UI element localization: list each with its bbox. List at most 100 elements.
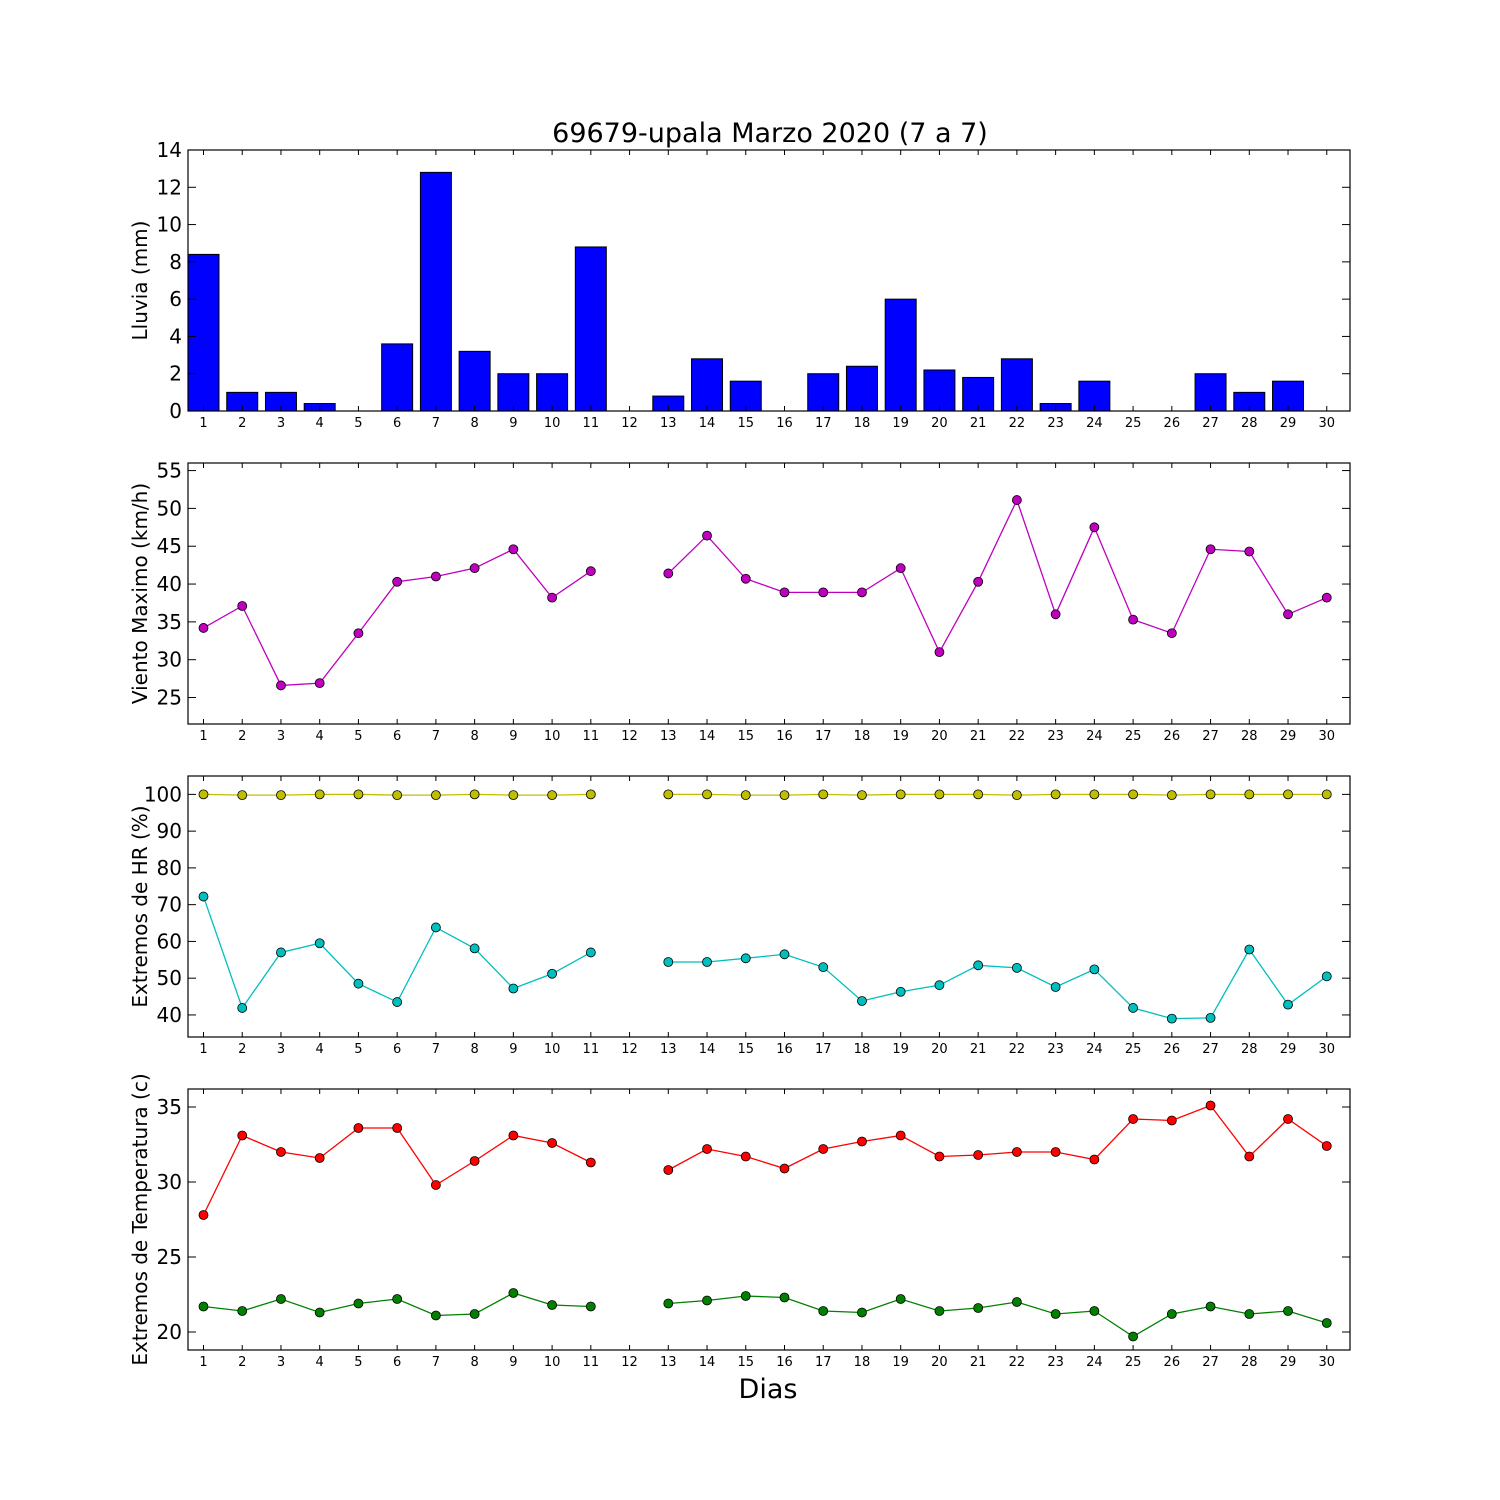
x-tick-label: 7 bbox=[432, 1042, 440, 1057]
x-tick-label: 27 bbox=[1202, 729, 1219, 744]
point-day-9 bbox=[508, 544, 519, 555]
point-day-9 bbox=[508, 983, 519, 994]
point-day-15 bbox=[740, 953, 751, 964]
x-tick-label: 22 bbox=[1009, 1042, 1026, 1057]
x-tick-label: 4 bbox=[316, 416, 324, 431]
point-day-21 bbox=[973, 960, 984, 971]
point-day-4 bbox=[314, 938, 325, 949]
y-tick-label: 2 bbox=[169, 362, 182, 386]
y-tick-label: 50 bbox=[157, 966, 182, 990]
x-tick-label: 28 bbox=[1241, 416, 1258, 431]
x-tick-label: 15 bbox=[737, 416, 754, 431]
chart-panel-2: 1 2 3 4 5 6 7 8 9 10 11 12 13 14 15 16 17 18 19 20 21 22 23 24 2… bbox=[128, 459, 1351, 744]
chart-panel-3: 1 2 3 4 5 6 7 8 9 10 11 12 13 14 15 16 17 18 19 20 21 22 23 24 2… bbox=[128, 775, 1351, 1057]
y-tick-label: 45 bbox=[157, 534, 182, 558]
y-tick-label: 25 bbox=[157, 686, 182, 710]
point-day-1 bbox=[198, 1301, 209, 1312]
point-day-17 bbox=[818, 587, 829, 598]
x-tick-label: 1 bbox=[199, 1355, 207, 1370]
point-day-16 bbox=[779, 790, 790, 801]
point-day-13 bbox=[663, 957, 674, 967]
x-tick-label: 17 bbox=[815, 416, 832, 431]
point-day-30 bbox=[1321, 1141, 1332, 1151]
plot-frame bbox=[187, 1088, 1351, 1351]
x-tick-label: 30 bbox=[1318, 1355, 1335, 1370]
point-day-29 bbox=[1283, 609, 1293, 620]
x-tick-label: 3 bbox=[277, 729, 285, 744]
x-tick-label: 27 bbox=[1202, 1042, 1219, 1057]
x-tick-label: 7 bbox=[432, 416, 440, 431]
x-tick-label: 24 bbox=[1086, 416, 1103, 431]
x-tick-label: 15 bbox=[737, 729, 754, 744]
point-day-19 bbox=[895, 1294, 906, 1304]
bar-day-6 bbox=[381, 343, 414, 412]
point-day-6 bbox=[392, 1294, 403, 1304]
x-tick-label: 2 bbox=[238, 1355, 246, 1370]
point-day-23 bbox=[1050, 1309, 1061, 1319]
bar-day-19 bbox=[884, 298, 917, 412]
point-day-5 bbox=[353, 1298, 364, 1309]
x-tick-label: 13 bbox=[660, 416, 677, 431]
x-tick-label: 20 bbox=[931, 729, 948, 744]
x-tick-label: 16 bbox=[776, 416, 793, 431]
point-day-13 bbox=[663, 789, 674, 800]
y-tick-label: 60 bbox=[157, 929, 182, 953]
y-tick-label: 10 bbox=[157, 213, 182, 237]
point-day-6 bbox=[392, 997, 403, 1007]
point-day-16 bbox=[779, 1292, 790, 1303]
x-tick-label: 23 bbox=[1047, 729, 1064, 744]
point-day-14 bbox=[702, 1144, 712, 1154]
point-day-22 bbox=[1011, 495, 1022, 505]
x-axis-label: Dias bbox=[739, 1374, 798, 1405]
x-tick-label: 10 bbox=[544, 1355, 561, 1370]
point-day-2 bbox=[237, 790, 248, 801]
y-tick-label: 25 bbox=[157, 1245, 182, 1269]
bar-day-22 bbox=[1000, 358, 1033, 412]
x-tick-label: 15 bbox=[737, 1355, 754, 1370]
x-tick-label: 14 bbox=[699, 1042, 716, 1057]
point-day-30 bbox=[1321, 789, 1332, 800]
point-day-16 bbox=[779, 587, 790, 598]
plot-frame bbox=[187, 149, 1351, 412]
x-tick-label: 16 bbox=[776, 729, 793, 744]
point-day-3 bbox=[276, 680, 286, 691]
x-tick-label: 11 bbox=[583, 416, 600, 431]
point-day-11 bbox=[585, 947, 596, 958]
x-tick-label: 29 bbox=[1280, 729, 1297, 744]
point-day-5 bbox=[353, 1123, 364, 1133]
x-tick-label: 30 bbox=[1318, 729, 1335, 744]
x-tick-label: 19 bbox=[892, 416, 909, 431]
point-day-8 bbox=[469, 789, 480, 800]
point-day-20 bbox=[934, 1151, 945, 1162]
x-tick-label: 17 bbox=[815, 1355, 832, 1370]
x-tick-label: 27 bbox=[1202, 1355, 1219, 1370]
x-tick-label: 25 bbox=[1125, 1042, 1142, 1057]
point-day-2 bbox=[237, 1003, 248, 1013]
x-tick-label: 10 bbox=[544, 729, 561, 744]
point-day-3 bbox=[276, 1294, 286, 1304]
point-day-29 bbox=[1283, 1114, 1293, 1124]
x-tick-label: 6 bbox=[393, 1355, 401, 1370]
y-tick-label: 6 bbox=[169, 287, 182, 311]
x-tick-label: 10 bbox=[544, 1042, 561, 1057]
x-tick-label: 29 bbox=[1280, 1355, 1297, 1370]
series-2 bbox=[198, 891, 1332, 1024]
point-day-30 bbox=[1321, 971, 1332, 982]
x-tick-label: 9 bbox=[509, 729, 517, 744]
x-tick-label: 8 bbox=[470, 1355, 478, 1370]
x-tick-label: 20 bbox=[931, 1042, 948, 1057]
point-day-11 bbox=[585, 789, 596, 800]
x-tick-label: 19 bbox=[892, 729, 909, 744]
x-tick-label: 23 bbox=[1047, 416, 1064, 431]
point-day-14 bbox=[702, 789, 712, 800]
x-tick-label: 1 bbox=[199, 416, 207, 431]
x-tick-label: 1 bbox=[199, 729, 207, 744]
x-tick-label: 5 bbox=[354, 729, 362, 744]
y-tick-label: 12 bbox=[157, 175, 182, 199]
chart-panel-4: 1 2 3 4 5 6 7 8 9 10 11 12 13 14 15 16 17 18 19 20 21 22 23 24 2… bbox=[128, 1073, 1351, 1370]
x-tick-label: 18 bbox=[854, 1042, 871, 1057]
point-day-27 bbox=[1205, 1100, 1216, 1111]
y-tick-label: 40 bbox=[157, 1003, 182, 1027]
y-tick-label: 35 bbox=[157, 1095, 182, 1119]
